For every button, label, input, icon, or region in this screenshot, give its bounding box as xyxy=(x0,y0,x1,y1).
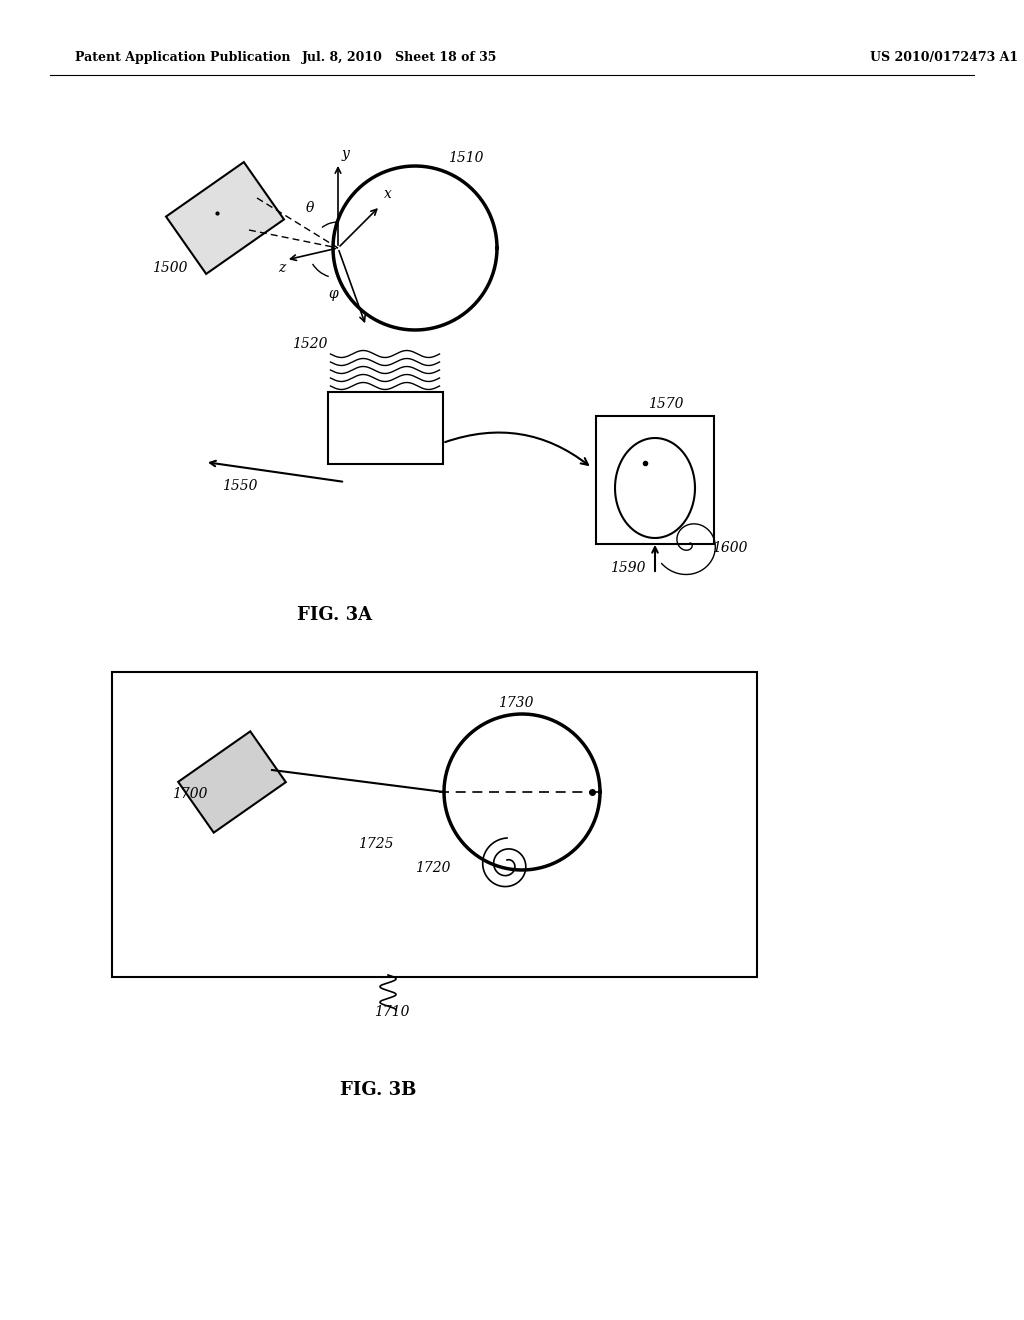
Text: φ: φ xyxy=(328,286,338,301)
Text: 1520: 1520 xyxy=(292,337,328,351)
Bar xyxy=(596,416,714,544)
Text: 1590: 1590 xyxy=(610,561,645,576)
Text: Patent Application Publication: Patent Application Publication xyxy=(75,51,291,65)
Text: x: x xyxy=(384,187,392,201)
Text: y: y xyxy=(342,147,350,161)
Text: 1710: 1710 xyxy=(374,1005,410,1019)
Bar xyxy=(166,162,284,275)
Text: 1700: 1700 xyxy=(172,787,208,801)
Text: 1730: 1730 xyxy=(498,696,534,710)
Text: 1600: 1600 xyxy=(712,541,748,554)
Text: 1510: 1510 xyxy=(449,150,483,165)
Text: θ: θ xyxy=(306,201,314,215)
Text: z: z xyxy=(278,261,286,275)
Text: US 2010/0172473 A1: US 2010/0172473 A1 xyxy=(870,51,1018,65)
Text: Jul. 8, 2010   Sheet 18 of 35: Jul. 8, 2010 Sheet 18 of 35 xyxy=(302,51,498,65)
FancyArrowPatch shape xyxy=(445,433,588,465)
Text: 1570: 1570 xyxy=(648,397,683,411)
Text: 1725: 1725 xyxy=(358,837,393,851)
Text: FIG. 3A: FIG. 3A xyxy=(297,606,373,624)
Text: 1550: 1550 xyxy=(222,479,257,492)
Bar xyxy=(112,672,757,977)
Bar xyxy=(328,392,442,465)
Bar xyxy=(178,731,286,833)
Text: 1720: 1720 xyxy=(415,861,451,875)
Text: FIG. 3B: FIG. 3B xyxy=(340,1081,416,1100)
Text: 1500: 1500 xyxy=(152,261,187,275)
